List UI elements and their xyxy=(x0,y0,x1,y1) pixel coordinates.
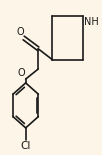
Text: NH: NH xyxy=(84,17,98,27)
Text: O: O xyxy=(18,68,26,78)
Text: Cl: Cl xyxy=(21,141,31,151)
Text: O: O xyxy=(17,27,24,37)
